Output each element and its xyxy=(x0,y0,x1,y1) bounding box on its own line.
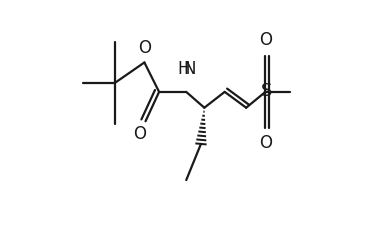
Text: O: O xyxy=(259,31,272,49)
Text: O: O xyxy=(138,39,151,57)
Text: H: H xyxy=(178,60,190,78)
Text: N: N xyxy=(183,60,196,78)
Text: O: O xyxy=(133,125,146,143)
Text: S: S xyxy=(261,82,272,100)
Text: O: O xyxy=(259,134,272,152)
